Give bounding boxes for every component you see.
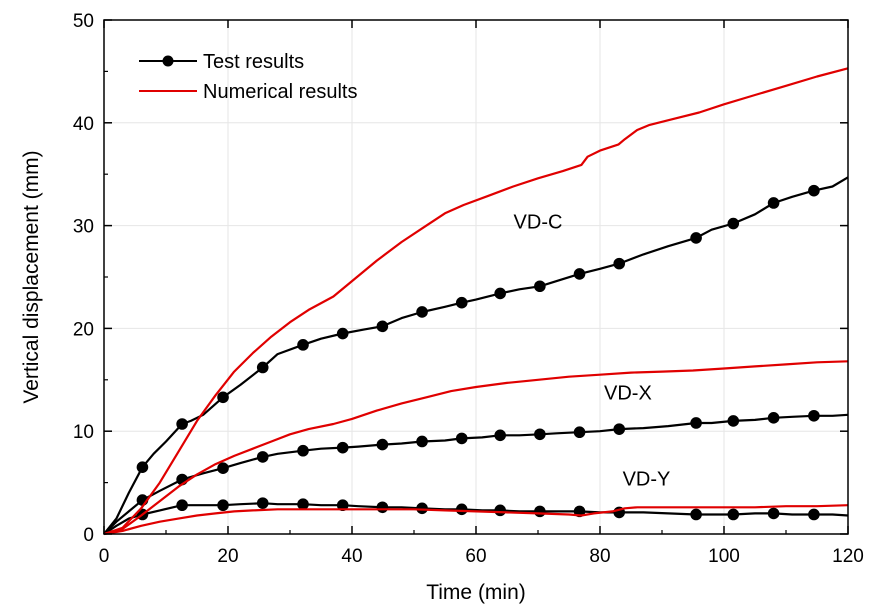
test-results-marker xyxy=(176,418,188,430)
test-results-marker xyxy=(336,327,349,340)
test-results-marker xyxy=(727,508,740,521)
test-results-marker xyxy=(613,257,626,270)
y-tick-label: 30 xyxy=(73,217,94,238)
test-results-marker xyxy=(256,451,269,463)
test-results-marker xyxy=(573,268,586,280)
test-results-marker xyxy=(336,441,349,454)
y-tick-label: 10 xyxy=(73,422,94,443)
test-results-marker xyxy=(297,444,309,457)
numerical-results-line-5 xyxy=(103,504,849,536)
test-results-marker xyxy=(767,197,780,209)
test-results-marker xyxy=(494,504,506,517)
legend-marker-test-results xyxy=(162,55,174,67)
test-results-marker xyxy=(534,505,546,518)
test-results-marker xyxy=(494,287,506,300)
test-results-marker xyxy=(727,217,740,230)
test-results-marker xyxy=(217,462,229,475)
test-results-marker xyxy=(455,503,468,516)
test-results-marker xyxy=(376,501,389,514)
test-results-marker xyxy=(217,499,229,512)
x-tick-label: 60 xyxy=(465,546,486,567)
test-results-marker xyxy=(767,412,780,424)
curve-annotations: VD-C VD-X VD-Y xyxy=(514,212,671,491)
test-results-marker xyxy=(534,428,546,441)
legend-label-numerical-results: Numerical results xyxy=(203,81,357,103)
test-results-marker xyxy=(613,423,626,435)
test-results-marker xyxy=(767,507,780,520)
x-tick-label: 20 xyxy=(217,546,238,567)
test-results-marker xyxy=(808,184,820,197)
test-results-marker xyxy=(376,320,389,333)
x-tick-label: 120 xyxy=(832,546,864,567)
x-axis-title: Time (min) xyxy=(426,581,526,604)
y-tick-label: 20 xyxy=(73,319,94,340)
test-results-marker xyxy=(690,232,702,244)
test-results-marker xyxy=(136,461,149,473)
test-results-line-0 xyxy=(103,176,849,535)
test-results-marker xyxy=(455,432,468,445)
x-tick-label: 100 xyxy=(708,546,740,567)
numerical-results-line-1 xyxy=(103,67,849,536)
legend: Test results Numerical results xyxy=(139,51,357,103)
x-tick-label: 40 xyxy=(341,546,362,567)
y-tick-label: 50 xyxy=(73,11,94,32)
test-results-marker xyxy=(416,306,428,318)
test-results-marker xyxy=(297,498,309,510)
y-axis-title: Vertical displacement (mm) xyxy=(20,150,43,403)
test-results-marker xyxy=(808,508,820,521)
test-results-marker xyxy=(217,391,229,404)
test-results-marker xyxy=(297,339,309,351)
plot-series xyxy=(103,67,849,536)
test-results-marker xyxy=(494,429,506,442)
test-results-marker xyxy=(690,417,702,429)
curve-label-vd-y: VD-Y xyxy=(623,469,671,491)
test-results-marker xyxy=(455,296,468,309)
test-results-marker xyxy=(256,497,269,509)
x-tick-label: 80 xyxy=(589,546,610,567)
test-results-marker xyxy=(176,499,188,512)
x-tick-label: 0 xyxy=(99,546,110,567)
test-results-marker xyxy=(727,415,740,427)
test-results-marker xyxy=(534,280,546,293)
test-results-marker xyxy=(573,426,586,439)
y-tick-label: 40 xyxy=(73,114,94,135)
test-results-marker xyxy=(416,435,428,448)
y-tick-label: 0 xyxy=(83,525,94,546)
test-results-marker xyxy=(336,499,349,512)
legend-label-test-results: Test results xyxy=(203,51,304,73)
test-results-marker xyxy=(808,409,820,422)
grid xyxy=(104,20,848,534)
axis-ticks: 0 20 40 60 80 100 120 0 10 20 30 40 50 xyxy=(73,11,864,567)
curve-label-vd-x: VD-X xyxy=(604,382,652,404)
numerical-results-line-3 xyxy=(103,360,849,536)
test-results-marker xyxy=(376,438,389,451)
curve-label-vd-c: VD-C xyxy=(514,212,563,234)
test-results-marker xyxy=(690,508,702,521)
test-results-marker xyxy=(416,502,428,515)
test-results-marker xyxy=(256,361,269,374)
